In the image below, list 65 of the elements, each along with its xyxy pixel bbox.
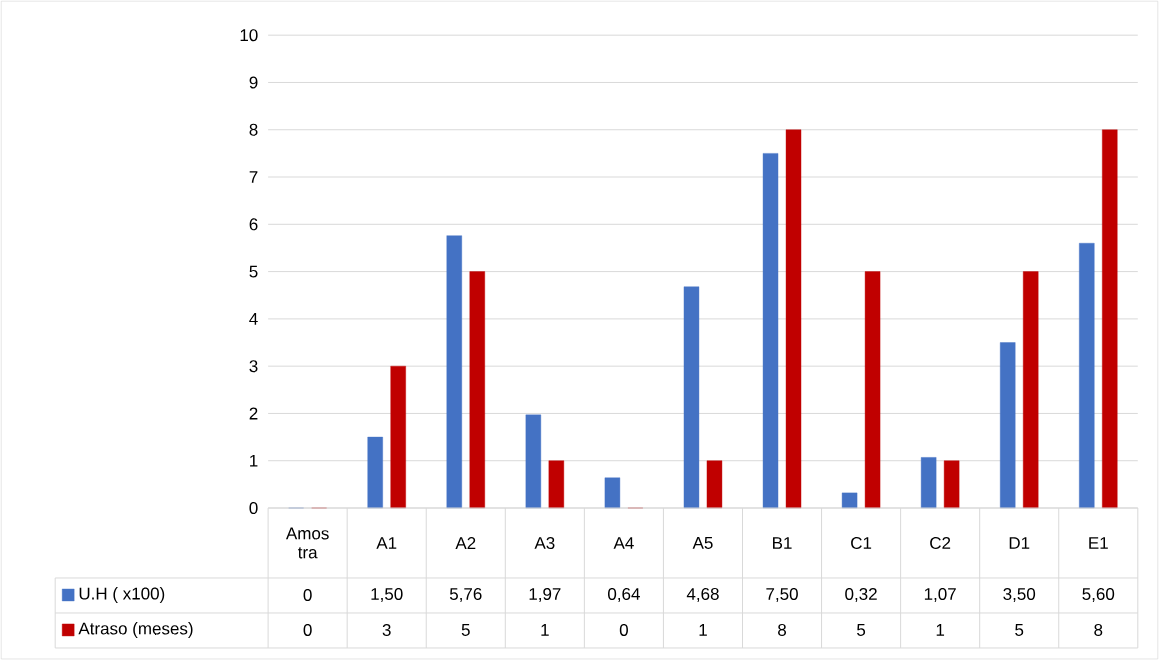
y-tick-label: 3 (249, 360, 258, 373)
data-label: 4,68 (686, 587, 719, 602)
bar (367, 436, 383, 509)
data-label: 0 (303, 588, 312, 601)
x-tick-label: A1 (376, 537, 397, 549)
y-tick-label: 10 (240, 29, 258, 42)
x-tick-label: A3 (534, 536, 555, 549)
bar (683, 286, 700, 509)
data-label: 5,76 (449, 587, 482, 602)
bar (841, 492, 858, 509)
bar (1000, 342, 1016, 509)
data-label: 8 (1094, 623, 1103, 636)
y-tick-label: 8 (249, 123, 258, 136)
x-tick-label: A4 (613, 537, 634, 549)
x-tick-label: Amos tra (285, 527, 329, 559)
data-label: 8 (778, 623, 787, 636)
bar (525, 414, 542, 509)
x-tick-label: D1 (1009, 537, 1030, 549)
data-label: 1 (936, 624, 945, 636)
data-label: 1,07 (924, 587, 956, 602)
bar (943, 460, 960, 509)
y-tick-label: 2 (249, 407, 258, 420)
bar (920, 457, 937, 509)
bar (706, 460, 723, 509)
data-label: 1,97 (529, 587, 561, 602)
data-label: 0 (619, 623, 628, 636)
data-label: 1 (541, 624, 549, 636)
bar (604, 477, 621, 509)
y-tick-label: 5 (249, 265, 258, 278)
data-label: 3 (382, 623, 391, 636)
data-label: 5 (1015, 623, 1024, 636)
x-tick-label: B1 (773, 537, 792, 549)
x-tick-label: C2 (930, 536, 951, 549)
data-label: 7,50 (766, 587, 798, 602)
data-label: 3,50 (1003, 587, 1036, 602)
data-label: 0,32 (845, 587, 877, 602)
y-tick-label: 0 (249, 501, 258, 514)
bar (548, 460, 565, 509)
legend-label: Atraso (meses) (78, 621, 193, 638)
y-tick-label: 6 (249, 218, 258, 231)
y-tick-label: 4 (249, 312, 258, 325)
y-tick-label: 9 (249, 76, 258, 89)
bar (446, 235, 462, 509)
data-label: 0,64 (608, 587, 640, 602)
x-tick-label: A2 (455, 536, 476, 549)
x-tick-label: C1 (851, 536, 872, 549)
bar (785, 129, 802, 509)
bar (864, 271, 881, 509)
bar (1079, 242, 1095, 509)
bar (469, 271, 485, 509)
data-label: 1 (699, 624, 707, 636)
bar (1102, 129, 1118, 509)
data-label: 5 (857, 623, 866, 636)
bar (762, 153, 779, 509)
y-tick-label: 7 (249, 171, 258, 183)
y-tick-label: 1 (250, 454, 258, 467)
bar (390, 365, 406, 509)
x-tick-label: E1 (1089, 537, 1108, 549)
bar (1023, 271, 1039, 509)
data-label: 5 (461, 623, 470, 636)
data-label: 0 (303, 623, 312, 636)
data-label: 1,50 (371, 587, 403, 602)
data-label: 5,60 (1082, 587, 1115, 602)
x-tick-label: A5 (692, 536, 713, 549)
legend-label: U.H ( x100) (79, 586, 165, 603)
